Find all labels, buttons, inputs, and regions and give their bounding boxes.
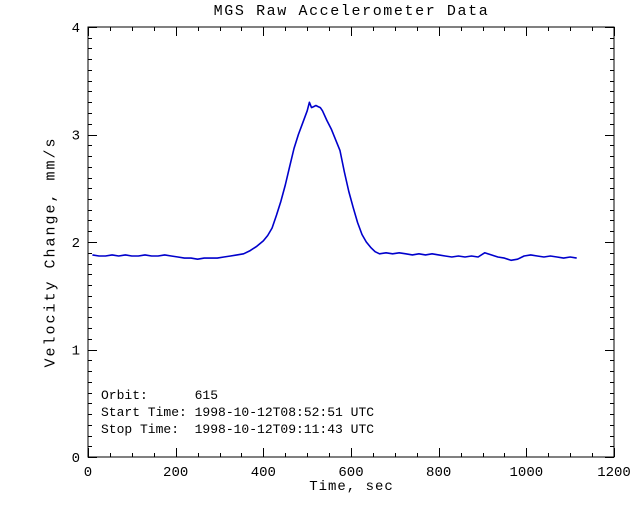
- chart-title: MGS Raw Accelerometer Data: [213, 3, 490, 20]
- annotation-start-time: Start Time: 1998-10-12T08:52:51 UTC: [101, 405, 375, 420]
- x-tick-label: 800: [426, 465, 451, 481]
- annotation-block: Orbit: 615 Start Time: 1998-10-12T08:52:…: [101, 387, 374, 438]
- x-tick-label: 600: [338, 465, 363, 481]
- x-tick-label: 0: [84, 465, 92, 481]
- y-tick-label: 1: [72, 344, 80, 360]
- x-axis-label: Time, sec: [309, 479, 394, 495]
- y-tick-label: 0: [72, 451, 80, 467]
- annotation-stop-time: Stop Time: 1998-10-12T09:11:43 UTC: [101, 422, 375, 437]
- x-tick-label: 200: [163, 465, 188, 481]
- y-tick-label: 3: [72, 129, 80, 145]
- x-tick-label: 1200: [597, 465, 631, 481]
- y-tick-label: 2: [72, 236, 80, 252]
- data-line: [92, 101, 577, 262]
- y-tick-label: 4: [72, 21, 80, 37]
- x-tick-label: 400: [251, 465, 276, 481]
- annotation-orbit: Orbit: 615: [101, 388, 219, 403]
- x-tick-label: 1000: [510, 465, 544, 481]
